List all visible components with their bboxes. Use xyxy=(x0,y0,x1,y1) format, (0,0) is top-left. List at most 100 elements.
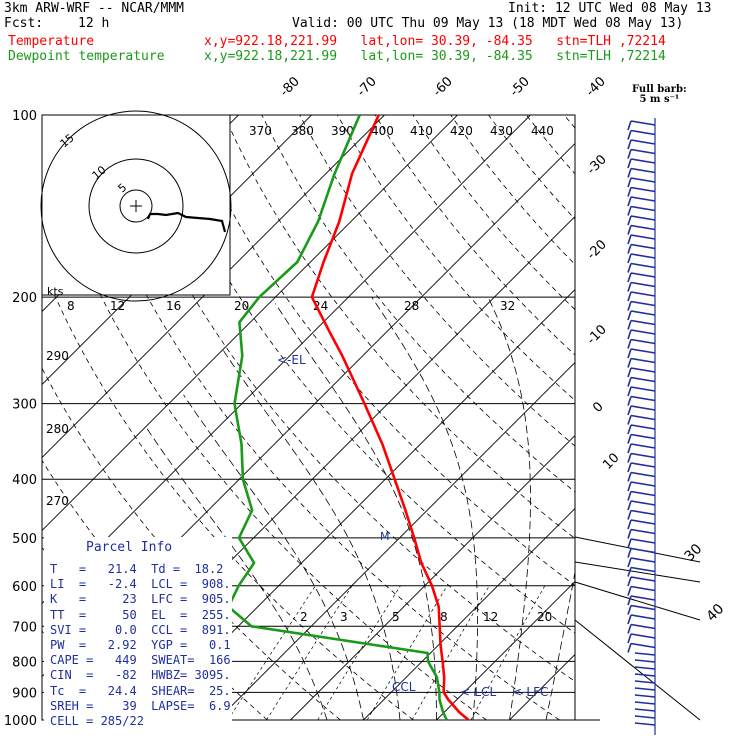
isotherm-tick-label: -70 xyxy=(354,74,380,100)
mixing-ratio-label: 8 xyxy=(440,610,448,624)
parcel-row: T = 21.4 Td = 18.2 xyxy=(50,562,224,576)
wind-barb xyxy=(627,196,632,207)
isotherm-line xyxy=(583,115,740,720)
wind-barb xyxy=(630,291,656,297)
wind-barb xyxy=(634,666,656,670)
wind-barb xyxy=(630,281,656,288)
parcel-row: TT = 50 EL = 255. xyxy=(50,608,231,622)
wind-barb xyxy=(630,243,656,250)
temperature-scale-label: 16 xyxy=(166,299,181,313)
dry-adiabat xyxy=(374,115,575,356)
wind-barb xyxy=(627,405,632,416)
wind-barb xyxy=(630,167,656,174)
wind-barb xyxy=(630,395,656,402)
wind-barb xyxy=(630,319,656,326)
wind-barb xyxy=(627,633,632,644)
diagram-frame xyxy=(41,114,576,721)
wind-barb xyxy=(630,120,656,126)
model-title: 3km ARW-WRF -- NCAR/MMM xyxy=(4,1,185,16)
isotherm-line xyxy=(656,115,740,720)
wind-barb xyxy=(630,148,656,155)
wind-barb xyxy=(627,443,632,454)
temperature-scale-label: 32 xyxy=(500,299,515,313)
wind-barb xyxy=(627,187,632,197)
dry-adiabat-label: 280 xyxy=(46,422,69,436)
wind-barb xyxy=(634,680,656,684)
wind-barb xyxy=(627,614,632,625)
wind-barb xyxy=(630,500,656,506)
isotherm-tick-label: 10 xyxy=(600,451,622,473)
wind-barb xyxy=(630,595,656,601)
wind-barb xyxy=(630,196,656,202)
parcel-row: SREH = 39 LAPSE= 6.9 xyxy=(50,699,231,713)
wind-barb xyxy=(630,338,656,345)
pressure-tick-label: 900 xyxy=(12,686,37,701)
wind-barb xyxy=(630,310,656,316)
lfc-label: <-LFC xyxy=(512,685,548,699)
parcel-row: CELL = 285/22 xyxy=(50,714,144,728)
dry-adiabat xyxy=(148,115,575,634)
wind-barb xyxy=(634,694,656,698)
isotherm-tick-label: 0 xyxy=(590,399,606,415)
isotherm-line xyxy=(42,115,531,605)
side-panel-line xyxy=(574,561,701,583)
wind-barb xyxy=(627,510,632,520)
wind-barb xyxy=(627,320,632,330)
parcel-row: CIN = -82 HWBZ= 3095. xyxy=(50,668,231,682)
dry-adiabat xyxy=(677,115,740,720)
diagram-grid xyxy=(42,115,740,720)
pressure-tick-label: 300 xyxy=(12,398,37,413)
mixing-ratio-label: 5 xyxy=(392,610,400,624)
moist-adiabat xyxy=(223,350,401,720)
side-scale-label: 40 xyxy=(704,601,728,625)
theta-label: 400 xyxy=(371,124,394,138)
wind-barb xyxy=(630,357,656,364)
side-scale-label: 30 xyxy=(682,541,706,565)
wind-barb xyxy=(630,614,656,620)
wind-barb xyxy=(630,604,656,611)
barb-legend: Full barb: 5 m s⁻¹ xyxy=(632,85,687,105)
mixing-ratio-line xyxy=(366,585,448,720)
wind-barb xyxy=(630,633,656,639)
wind-barb xyxy=(627,595,632,606)
pressure-tick-label: 500 xyxy=(12,532,37,547)
wind-barb xyxy=(627,567,632,577)
dry-adiabat xyxy=(525,115,575,175)
temperature-location: x,y=922.18,221.99 lat,lon= 30.39, -84.35… xyxy=(204,34,666,49)
dry-adiabat xyxy=(563,115,575,129)
wind-barb xyxy=(634,652,656,656)
wind-barb xyxy=(630,642,656,649)
dewpoint-location: x,y=922.18,221.99 lat,lon= 30.39, -84.35… xyxy=(204,49,666,64)
wind-barb xyxy=(630,490,656,497)
isotherm-tick-label: -30 xyxy=(584,152,610,178)
forecast-hour: 12 h xyxy=(78,16,110,31)
hodograph-ring xyxy=(119,189,153,223)
wind-barb xyxy=(630,547,656,554)
isotherm-line xyxy=(144,288,575,720)
wind-barb xyxy=(630,348,656,354)
wind-barb xyxy=(630,443,656,449)
wind-barb xyxy=(627,453,632,463)
wind-barb xyxy=(630,566,656,573)
wind-barb xyxy=(630,414,656,421)
wind-barb xyxy=(627,548,632,558)
wind-barb xyxy=(634,701,656,705)
wind-barb xyxy=(627,500,632,511)
pressure-tick-label: 200 xyxy=(12,291,37,306)
parcel-row: LI = -2.4 LCL = 908. xyxy=(50,577,231,591)
moist-adiabat xyxy=(371,296,478,720)
wind-barb xyxy=(630,234,656,240)
theta-label: 370 xyxy=(249,124,272,138)
wind-barb xyxy=(630,509,656,516)
dry-adiabat xyxy=(185,115,575,587)
wind-barb xyxy=(630,367,656,373)
wind-barb xyxy=(627,538,632,549)
wind-barb xyxy=(630,481,656,487)
wind-barb xyxy=(627,282,632,292)
wind-barb xyxy=(630,376,656,383)
wind-barb xyxy=(634,708,656,712)
forecast-label: Fcst: xyxy=(4,16,44,31)
wind-barb xyxy=(627,234,632,245)
el-label: <-EL xyxy=(277,353,306,367)
